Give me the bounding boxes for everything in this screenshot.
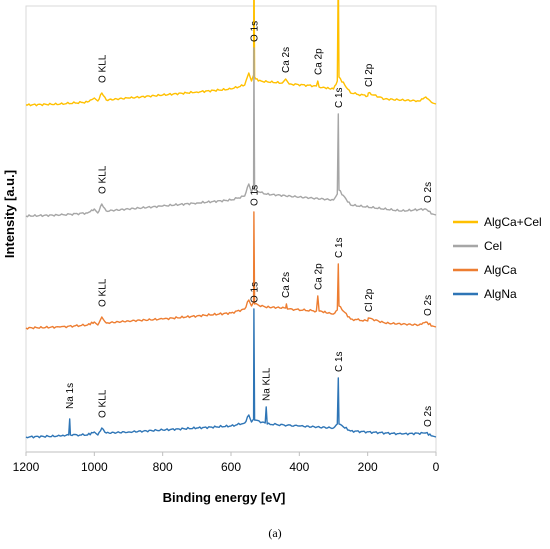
peak-label: O KLL bbox=[97, 389, 108, 418]
peak-label: O 1s bbox=[249, 282, 260, 303]
peak-label: C 1s bbox=[334, 237, 345, 258]
peak-label: O 2s bbox=[423, 406, 434, 427]
spectra-traces bbox=[25, 0, 437, 439]
peak-label: Ca 2s bbox=[281, 47, 292, 73]
legend-label: Cel bbox=[484, 239, 502, 253]
x-tick-label: 0 bbox=[433, 460, 440, 474]
x-tick-label: 200 bbox=[358, 460, 378, 474]
x-tick-label: 1200 bbox=[13, 460, 40, 474]
peak-label: Na KLL bbox=[262, 367, 273, 401]
legend-label: AlgNa bbox=[484, 287, 517, 301]
peak-label: O KLL bbox=[97, 278, 108, 307]
x-axis: 1200 1000 800 600 400 200 0 bbox=[13, 451, 440, 474]
y-axis-label: Intensity [a.u.] bbox=[2, 170, 17, 258]
x-tick-label: 400 bbox=[289, 460, 309, 474]
x-tick-label: 1000 bbox=[81, 460, 108, 474]
series-line-algca-cel bbox=[26, 0, 437, 107]
x-axis-label: Binding energy [eV] bbox=[163, 490, 286, 505]
peak-label: O KLL bbox=[97, 54, 108, 83]
legend: AlgCa+Cel Cel AlgCa AlgNa bbox=[453, 215, 542, 301]
series-line-cel bbox=[25, 47, 437, 218]
peak-label: Cl 2p bbox=[364, 63, 375, 87]
peak-label: Na 1s bbox=[65, 383, 76, 409]
series-line-algna bbox=[25, 308, 437, 439]
peak-label: Ca 2p bbox=[313, 263, 324, 290]
legend-label: AlgCa bbox=[484, 263, 517, 277]
figure-caption: (a) bbox=[268, 526, 282, 540]
peak-labels: O KLL O 1s Ca 2s Ca 2p C 1s Cl 2p O KLL O 1s C 1… bbox=[65, 21, 434, 427]
legend-label: AlgCa+Cel bbox=[484, 215, 542, 229]
peak-label: C 1s bbox=[334, 351, 345, 372]
peak-label: O 2s bbox=[423, 295, 434, 316]
peak-label: O KLL bbox=[97, 165, 108, 194]
x-tick-label: 800 bbox=[153, 460, 173, 474]
series-line-algca bbox=[25, 211, 437, 330]
x-tick-label: 600 bbox=[221, 460, 241, 474]
peak-label: O 2s bbox=[423, 182, 434, 203]
peak-label: O 1s bbox=[249, 185, 260, 206]
peak-label: Cl 2p bbox=[364, 288, 375, 312]
peak-label: Ca 2p bbox=[313, 48, 324, 75]
peak-label: C 1s bbox=[334, 87, 345, 108]
peak-label: O 1s bbox=[249, 21, 260, 42]
peak-label: Ca 2s bbox=[281, 272, 292, 298]
